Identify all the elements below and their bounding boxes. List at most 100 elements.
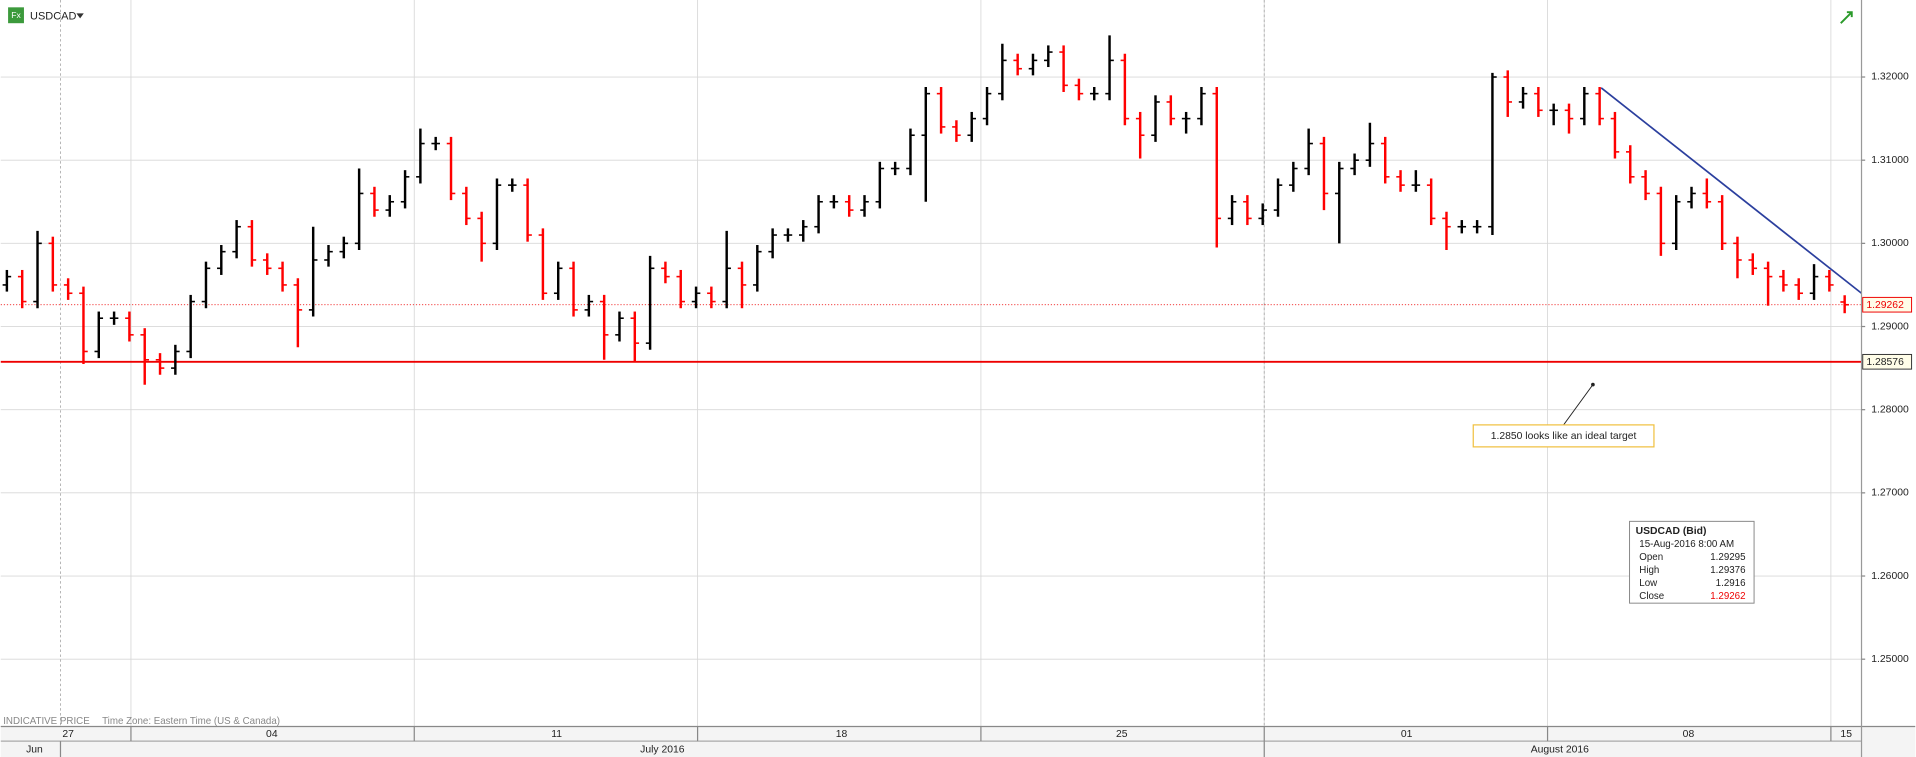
fx-icon[interactable]: [8, 7, 24, 24]
ohlc-bar: [1289, 161, 1298, 192]
y-tick-label: 1.32000: [1871, 72, 1909, 83]
ohlc-bar: [1243, 195, 1252, 226]
ohlc-bar: [1794, 278, 1803, 300]
dropdown-arrow[interactable]: [76, 13, 84, 19]
x-tick-label: 08: [1683, 729, 1695, 740]
info-label: Low: [1639, 578, 1658, 589]
ohlc-bar: [324, 245, 333, 267]
ohlc-bar: [400, 170, 410, 209]
ohlc-bar: [1365, 122, 1375, 167]
ohlc-bar: [155, 353, 165, 375]
grid: [0, 0, 1862, 727]
ohlc-bar: [1641, 170, 1650, 201]
ohlc-bar: [569, 261, 578, 317]
ohlc-bar: [553, 261, 563, 300]
x-tick-label: 01: [1401, 729, 1413, 740]
ohlc-bar: [645, 255, 655, 350]
ohlc-bar: [860, 195, 869, 217]
ohlc-bar: [1580, 86, 1589, 126]
ohlc-bar: [1534, 86, 1543, 117]
ohlc-bar: [722, 230, 731, 309]
ohlc-bar: [1380, 136, 1390, 184]
ohlc-bar: [201, 261, 211, 309]
ohlc-bar: [416, 128, 425, 184]
ohlc-bar: [707, 286, 716, 309]
ohlc-bar: [1319, 136, 1329, 211]
ohlc-bar: [661, 261, 670, 284]
ohlc-bar: [1472, 220, 1482, 234]
ohlc-bar: [1564, 103, 1574, 134]
ohlc-bar: [1028, 53, 1038, 76]
ohlc-bar: [906, 128, 915, 176]
level-label-box: [1862, 353, 1913, 370]
ohlc-bar: [247, 220, 257, 267]
ohlc-bar: [1411, 170, 1421, 192]
ohlc-bar: [1089, 86, 1099, 101]
ohlc-bar: [1013, 53, 1022, 76]
ohlc-bar: [217, 245, 226, 275]
fx-icon-text: Fx: [11, 10, 21, 20]
ohlc-bar: [1426, 178, 1436, 226]
ohlc-bar: [676, 269, 686, 309]
ohlc-bar: [1763, 261, 1773, 306]
ohlc-bar: [814, 195, 823, 234]
info-box: [1629, 520, 1755, 604]
x-tick-label: 15: [1840, 729, 1852, 740]
ohlc-bar: [63, 278, 73, 300]
symbol[interactable]: USDCAD: [30, 10, 76, 22]
ohlc-bar: [753, 245, 762, 292]
info-label: Close: [1639, 591, 1664, 602]
ohlc-bar: [1702, 178, 1712, 209]
y-tick-label: 1.31000: [1871, 155, 1909, 166]
annotation-text: 1.2850 looks like an ideal target: [1491, 431, 1637, 442]
ohlc-bar: [385, 195, 395, 217]
ohlc-bar: [186, 294, 195, 359]
ohlc-bar: [875, 161, 885, 209]
ohlc-bar: [783, 228, 793, 242]
ohlc-bar: [1227, 195, 1237, 226]
ohlc-bar: [508, 178, 517, 192]
ohlc-bar: [768, 228, 777, 259]
y-tick-label: 1.26000: [1871, 571, 1909, 582]
month-label: August 2016: [1531, 744, 1589, 755]
ohlc-bar: [140, 328, 149, 385]
ohlc-bar: [982, 86, 992, 126]
ohlc-bar: [1687, 186, 1696, 209]
ohlc-bar: [523, 178, 532, 242]
ohlc-bar: [1181, 111, 1191, 134]
ohlc-bar: [1120, 53, 1130, 126]
ohlc-bar: [1151, 95, 1160, 142]
annotation-box[interactable]: [1472, 424, 1655, 448]
ohlc-bar: [171, 344, 180, 375]
ohlc-bar: [1840, 295, 1849, 314]
ohlc-bar: [17, 269, 27, 309]
ohlc-bar: [1488, 72, 1497, 236]
footer-timezone: Time Zone: Eastern Time (US & Canada): [102, 716, 280, 727]
ohlc-bar: [737, 261, 747, 309]
ohlc-bar: [599, 294, 609, 360]
ohlc-bar: [1503, 70, 1513, 117]
x-tick-label: 25: [1116, 729, 1128, 740]
ohlc-bar: [1779, 269, 1788, 292]
chart-tool-icon[interactable]: [1840, 11, 1853, 24]
ohlc-bar: [2, 269, 12, 292]
ohlc-bar: [1273, 178, 1283, 217]
ohlc-bar: [94, 311, 104, 359]
ohlc-bar: [293, 278, 303, 348]
ohlc-bar: [1212, 86, 1222, 248]
info-value: 1.29262: [1710, 591, 1745, 602]
info-label: Open: [1639, 552, 1663, 563]
ohlc-bar: [278, 261, 287, 292]
ohlc-bar: [1074, 78, 1084, 101]
ohlc-bar: [829, 195, 839, 209]
ohlc-bar: [584, 294, 594, 317]
ohlc-bar: [538, 228, 548, 300]
ohlc-bar: [1656, 186, 1666, 256]
last-price-label: 1.29262: [1866, 300, 1904, 311]
ohlc-bar: [370, 186, 379, 217]
ohlc-bar: [1258, 203, 1267, 226]
ohlc-bar: [79, 286, 88, 364]
ohlc-bar: [1825, 269, 1834, 292]
price-labels: 1.28576 1.29262: [1862, 296, 1913, 370]
